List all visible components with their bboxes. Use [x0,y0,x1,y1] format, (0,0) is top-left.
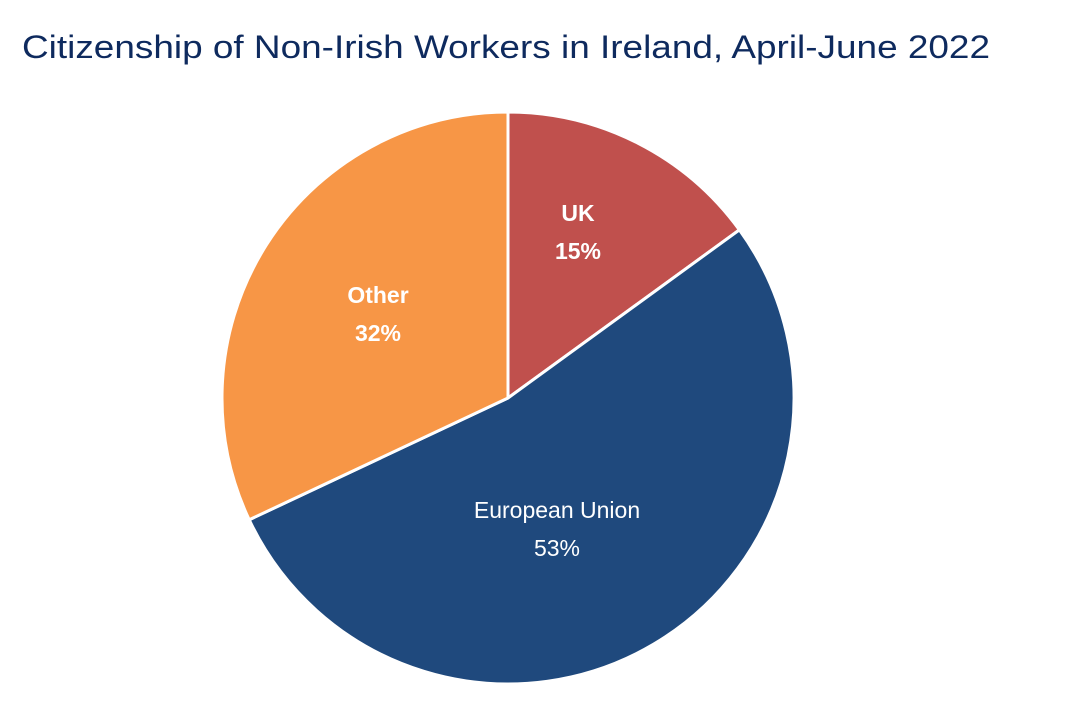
slice-label: Other [347,282,408,308]
chart-title: Citizenship of Non-Irish Workers in Irel… [22,29,990,65]
slice-label: UK [561,200,595,226]
slice-label: European Union [474,497,640,523]
pie-slice-european-union [247,228,796,686]
slice-value-label: 53% [534,535,580,561]
slice-value-label: 15% [555,238,601,264]
slice-value-label: 32% [355,320,401,346]
pie-slice-other [220,110,510,522]
pie-slice-uk [506,110,741,400]
